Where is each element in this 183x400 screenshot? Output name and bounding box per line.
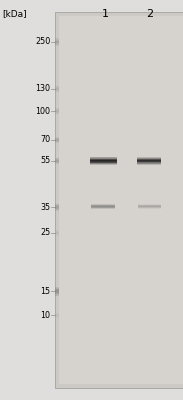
- Bar: [55, 112, 59, 113]
- Bar: [55, 295, 59, 296]
- Bar: [55, 317, 59, 318]
- Bar: [55, 204, 59, 205]
- Bar: [55, 91, 59, 92]
- Bar: [55, 231, 59, 232]
- Bar: [137, 160, 162, 161]
- Bar: [55, 234, 59, 235]
- Text: 35: 35: [40, 203, 50, 212]
- Bar: [55, 141, 59, 142]
- Bar: [90, 157, 117, 158]
- Bar: [55, 207, 59, 208]
- Bar: [55, 235, 59, 236]
- Bar: [90, 159, 117, 160]
- Bar: [55, 111, 59, 112]
- Bar: [55, 162, 59, 163]
- Text: [kDa]: [kDa]: [2, 9, 27, 18]
- Bar: [55, 138, 59, 139]
- Bar: [55, 40, 59, 41]
- Bar: [55, 209, 59, 210]
- Bar: [55, 45, 59, 46]
- Bar: [137, 161, 162, 162]
- Bar: [55, 232, 59, 233]
- Bar: [55, 43, 59, 44]
- Bar: [90, 160, 117, 161]
- Bar: [55, 86, 59, 87]
- Text: 10: 10: [40, 311, 50, 320]
- Bar: [55, 230, 59, 231]
- Text: 15: 15: [40, 287, 50, 296]
- Bar: [90, 163, 117, 164]
- Bar: [55, 142, 59, 143]
- Bar: [55, 159, 59, 160]
- Bar: [55, 208, 59, 209]
- Text: 2: 2: [147, 9, 154, 19]
- Bar: [90, 161, 117, 162]
- Bar: [55, 205, 59, 206]
- Bar: [55, 137, 59, 138]
- Text: 100: 100: [35, 107, 50, 116]
- Bar: [55, 160, 59, 161]
- Bar: [55, 315, 59, 316]
- Bar: [55, 42, 59, 43]
- Text: 25: 25: [40, 228, 50, 237]
- Bar: [55, 210, 59, 211]
- Bar: [55, 292, 59, 293]
- Bar: [55, 90, 59, 91]
- Bar: [55, 294, 59, 295]
- Text: 55: 55: [40, 156, 50, 165]
- Bar: [55, 291, 59, 292]
- Bar: [55, 233, 59, 234]
- Bar: [90, 162, 117, 163]
- Bar: [55, 290, 59, 291]
- Bar: [55, 113, 59, 114]
- Text: 1: 1: [102, 9, 109, 19]
- Text: 130: 130: [35, 84, 50, 93]
- Bar: [55, 314, 59, 315]
- Bar: [55, 87, 59, 88]
- Bar: [55, 88, 59, 89]
- Text: 250: 250: [35, 38, 50, 46]
- Bar: [55, 206, 59, 207]
- Bar: [55, 12, 183, 388]
- Bar: [55, 288, 59, 290]
- Bar: [55, 287, 59, 288]
- Bar: [55, 44, 59, 45]
- Bar: [55, 316, 59, 317]
- Bar: [55, 293, 59, 294]
- Bar: [137, 158, 162, 159]
- Bar: [55, 108, 59, 109]
- Bar: [55, 39, 59, 40]
- Bar: [137, 157, 162, 158]
- Bar: [59, 16, 183, 384]
- Bar: [90, 158, 117, 159]
- Bar: [55, 38, 59, 39]
- Bar: [55, 313, 59, 314]
- Bar: [90, 164, 117, 165]
- Bar: [55, 158, 59, 159]
- Bar: [55, 89, 59, 90]
- Bar: [55, 163, 59, 164]
- Bar: [137, 162, 162, 163]
- Bar: [137, 159, 162, 160]
- Bar: [55, 41, 59, 42]
- Bar: [55, 161, 59, 162]
- Text: 70: 70: [40, 136, 50, 144]
- Bar: [137, 164, 162, 165]
- Bar: [137, 163, 162, 164]
